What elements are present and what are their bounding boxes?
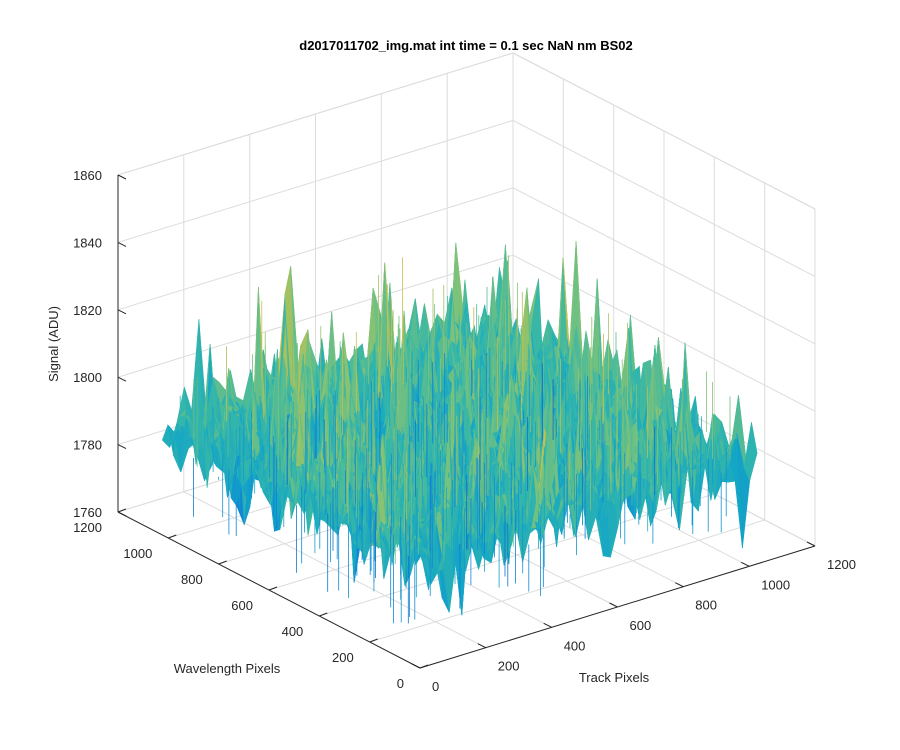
x-tick [477, 643, 487, 649]
x-tick-label: 1000 [761, 577, 790, 592]
y-tick [319, 612, 328, 617]
z-tick [117, 444, 127, 450]
z-tick-label: 1780 [73, 438, 102, 453]
y-tick [117, 508, 127, 513]
z-tick [117, 309, 127, 315]
x-tick [675, 582, 684, 588]
grid-line-y [369, 519, 765, 643]
y-tick-label: 800 [181, 572, 203, 587]
x-tick [609, 602, 618, 608]
x-tick-label: 600 [630, 618, 652, 633]
x-tick [806, 541, 816, 547]
box-edge [117, 52, 514, 176]
y-tick-label: 400 [282, 624, 304, 639]
box-edge [512, 52, 816, 210]
y-tick-label: 1000 [123, 546, 152, 561]
tick-labels: 0 200 400 600 800 1000 1200 0 200 400 600 800 1000 12… [73, 168, 856, 694]
y-tick [168, 534, 177, 539]
y-tick [419, 664, 429, 669]
z-tick-label: 1860 [73, 168, 102, 183]
x-tick [411, 663, 421, 669]
x-tick-label: 200 [498, 659, 520, 674]
chart-title: d2017011702_img.mat int time = 0.1 sec N… [299, 38, 632, 53]
surface-mesh [161, 241, 758, 624]
y-tick [369, 638, 378, 643]
y-tick-label: 0 [397, 676, 404, 691]
y-tick-label: 600 [231, 598, 253, 613]
surface-patch [743, 422, 758, 482]
z-tick-label: 1800 [73, 370, 102, 385]
y-tick [268, 586, 278, 591]
z-tick [117, 376, 127, 382]
x-axis-label: Track Pixels [579, 670, 650, 685]
x-tick [740, 561, 750, 567]
z-tick-label: 1760 [73, 505, 102, 520]
y-axis-label: Wavelength Pixels [174, 661, 281, 676]
z-tick [117, 174, 127, 180]
z-tick-label: 1820 [73, 303, 102, 318]
z-tick [117, 241, 127, 247]
x-tick-label: 0 [432, 679, 439, 694]
y-tick [218, 560, 227, 565]
y-tick-label: 200 [332, 650, 354, 665]
x-tick-label: 1200 [827, 557, 856, 572]
z-axis-label: Signal (ADU) [46, 306, 61, 382]
axes [117, 174, 816, 669]
z-tick [117, 511, 127, 517]
y-tick-label: 1200 [73, 520, 102, 535]
x-tick [543, 622, 552, 628]
x-tick-label: 400 [564, 638, 586, 653]
z-tick-label: 1840 [73, 235, 102, 250]
x-tick-label: 800 [695, 598, 717, 613]
